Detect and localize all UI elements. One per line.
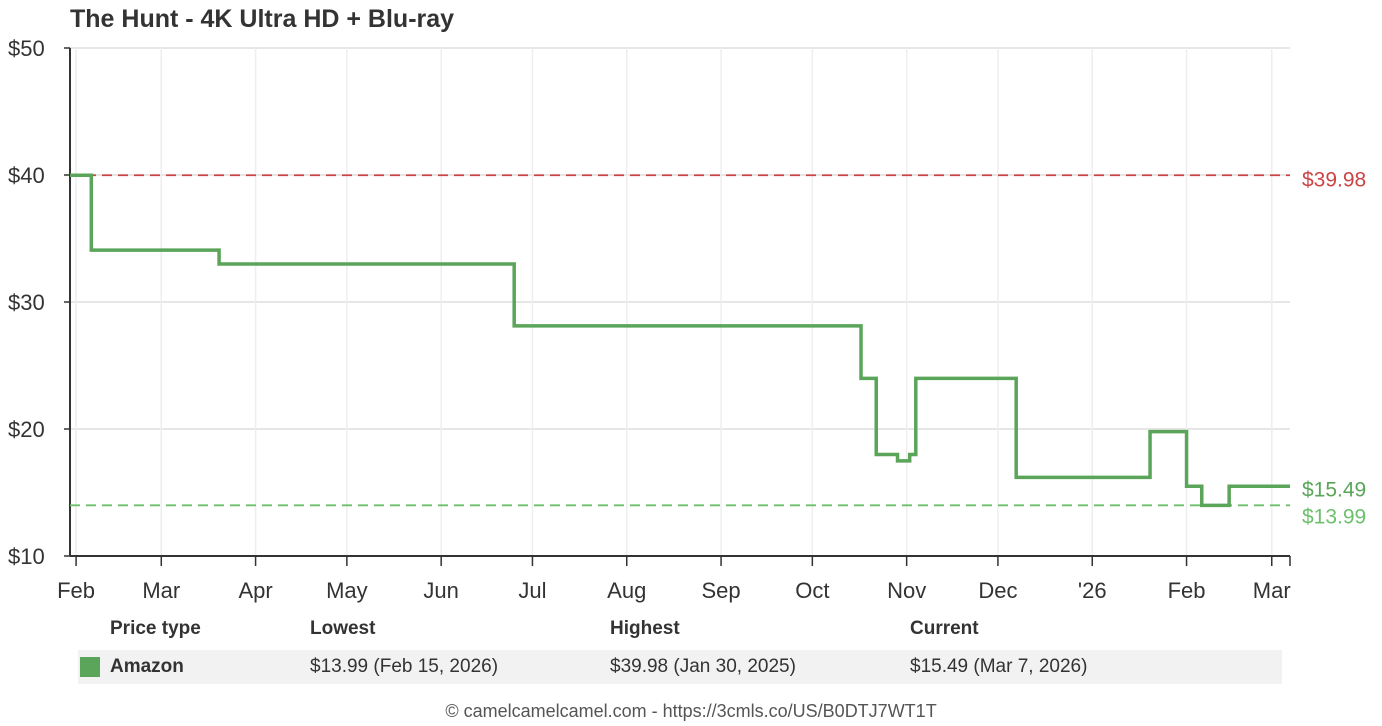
- series-line-amazon: [70, 173, 1290, 508]
- header-current: Current: [910, 618, 979, 639]
- y-tick-label: $20: [8, 417, 45, 442]
- row-price-type: Amazon: [110, 656, 184, 677]
- reference-label-lowest: $13.99: [1302, 505, 1366, 528]
- x-tick-label: Jun: [423, 578, 458, 603]
- chart-title: The Hunt - 4K Ultra HD + Blu-ray: [70, 5, 454, 33]
- y-tick-label: $50: [8, 36, 45, 61]
- summary-row-amazon: Amazon $13.99 (Feb 15, 2026) $39.98 (Jan…: [78, 650, 1282, 684]
- row-lowest: $13.99 (Feb 15, 2026): [310, 656, 499, 677]
- series-lines: [70, 173, 1290, 508]
- x-tick-label: Mar: [142, 578, 180, 603]
- grid-lines: [70, 47, 1290, 557]
- footer-credit: © camelcamelcamel.com - https://3cmls.co…: [445, 701, 937, 721]
- header-lowest: Lowest: [310, 618, 376, 639]
- price-history-chart: The Hunt - 4K Ultra HD + Blu-ray $10$20$…: [8, 5, 1366, 603]
- summary-header-row: Price type Lowest Highest Current: [78, 612, 1282, 650]
- header-price-type: Price type: [110, 618, 201, 639]
- header-highest: Highest: [610, 618, 680, 639]
- price-summary-table: Price type Lowest Highest Current Amazon…: [78, 612, 1282, 684]
- x-tick-label: Jul: [518, 578, 546, 603]
- x-tick-label: Apr: [238, 578, 272, 603]
- current-price-label: $15.49: [1302, 478, 1366, 501]
- x-tick-label: Aug: [607, 578, 646, 603]
- x-tick-label: Feb: [1168, 578, 1206, 603]
- row-current: $15.49 (Mar 7, 2026): [910, 656, 1088, 677]
- x-tick-label: '26: [1078, 578, 1107, 603]
- x-tick-label: Sep: [701, 578, 740, 603]
- row-highest: $39.98 (Jan 30, 2025): [610, 656, 796, 677]
- amazon-color-swatch: [80, 657, 100, 677]
- y-tick-label: $10: [8, 544, 45, 569]
- x-tick-label: Mar: [1253, 578, 1291, 603]
- x-tick-label: Oct: [795, 578, 829, 603]
- y-tick-label: $40: [8, 163, 45, 188]
- y-tick-label: $30: [8, 290, 45, 315]
- x-tick-label: Dec: [978, 578, 1017, 603]
- x-tick-label: Feb: [57, 578, 95, 603]
- reference-lines: [70, 174, 1290, 507]
- x-tick-label: Nov: [887, 578, 926, 603]
- reference-label-highest: $39.98: [1302, 168, 1366, 191]
- end-labels: $39.98 $13.99 $15.49: [1302, 168, 1366, 528]
- axes: $10 $20 $30 $40 $50 Feb Mar Apr May Jun Jul Aug Sep O…: [8, 36, 1291, 603]
- x-tick-label: May: [326, 578, 368, 603]
